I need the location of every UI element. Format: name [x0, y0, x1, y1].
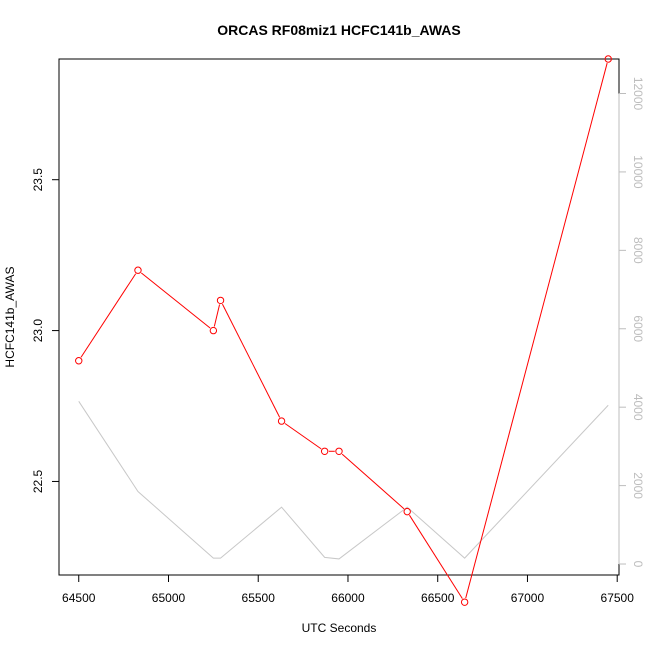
x-tick-label: 65500 — [242, 591, 276, 605]
data-point — [216, 296, 225, 305]
series-line-segment — [465, 62, 608, 599]
series-line-segment — [213, 304, 221, 327]
series-line-segment — [140, 272, 211, 329]
series-layer — [75, 55, 612, 606]
series-line-segment — [80, 273, 137, 358]
y-tick-label: 23.0 — [31, 319, 45, 343]
x-tick-label: 66500 — [421, 591, 455, 605]
y2-tick-label: 10000 — [631, 155, 645, 189]
series-line-segment — [221, 303, 281, 418]
y2-tick-label: 6000 — [631, 315, 645, 342]
series-line-segment — [341, 453, 405, 510]
y2-tick-label: 0 — [631, 561, 645, 568]
series-line-segment — [409, 514, 463, 599]
x-tick-label: 67500 — [601, 591, 635, 605]
data-point — [403, 507, 411, 516]
x-tick-label: 64500 — [62, 591, 96, 605]
x-axis: 64500 65000 65500 66000 66500 67000 67500 — [62, 574, 635, 605]
series-left-axis — [75, 55, 612, 606]
data-point — [75, 357, 83, 365]
x-tick-label: 66000 — [331, 591, 365, 605]
data-point — [209, 326, 218, 335]
plot-frame — [58, 58, 620, 576]
x-axis-label: UTC Seconds — [302, 621, 377, 635]
chart-title: ORCAS RF08miz1 HCFC141b_AWAS — [217, 22, 461, 38]
series-line-segment — [284, 423, 322, 450]
y-axis-right: 0 2000 4000 6000 8000 10000 12000 — [618, 77, 645, 568]
x-tick-label: 65000 — [152, 591, 186, 605]
y2-tick-label: 8000 — [631, 237, 645, 264]
y-tick-label: 23.5 — [31, 168, 45, 192]
y-tick-label: 22.5 — [31, 469, 45, 493]
data-point — [277, 417, 286, 425]
data-point — [335, 447, 343, 455]
data-point — [460, 598, 469, 606]
y2-tick-label: 2000 — [631, 472, 645, 499]
data-point — [134, 266, 142, 274]
data-point — [320, 447, 329, 455]
y2-tick-label: 4000 — [631, 394, 645, 421]
y-axis-left: 22.5 23.0 23.5 — [31, 168, 60, 493]
y2-tick-label: 12000 — [631, 77, 645, 111]
y-axis-label: HCFC141b_AWAS — [3, 266, 17, 367]
series-right-axis — [78, 401, 609, 560]
x-tick-label: 67000 — [511, 591, 545, 605]
data-point — [604, 55, 612, 63]
series-line — [78, 401, 609, 560]
